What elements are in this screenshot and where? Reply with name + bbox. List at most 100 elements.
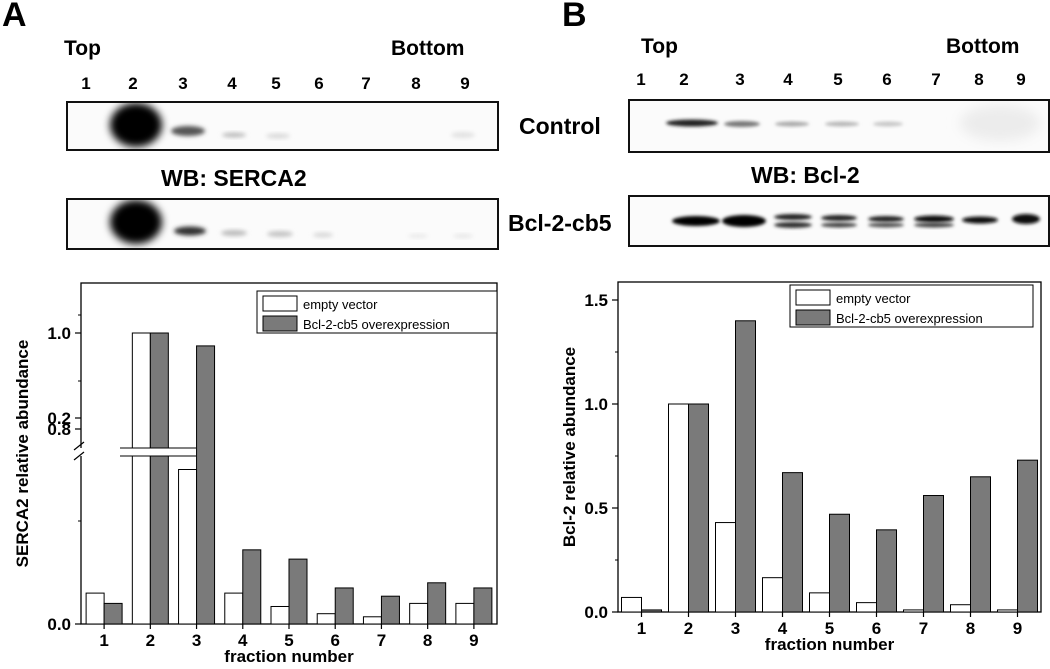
y-tick-label: 0.2 [47, 409, 71, 428]
lane-number: 4 [227, 74, 237, 93]
x-tick-label: 2 [146, 631, 155, 650]
bar-empty-vector [903, 609, 924, 613]
bar-empty-vector [316, 613, 336, 625]
x-tick-label: 3 [731, 619, 740, 638]
bar-bcl2cb5 [970, 476, 991, 613]
band [222, 132, 246, 138]
smear [960, 105, 1040, 141]
x-tick-label: 3 [192, 631, 201, 650]
bar-empty-vector [178, 469, 198, 625]
x-tick-label: 9 [469, 631, 478, 650]
panel-b-bottom-label: Bottom [946, 35, 1020, 58]
bar-bcl2cb5 [334, 587, 354, 625]
band [451, 132, 475, 138]
lane-number: 6 [882, 70, 892, 89]
axis-break-mark [73, 451, 85, 461]
chart-a: 0.0 0.20.8 1.0 1 2 3 4 5 6 7 8 9 fraction number SERC… [13, 282, 498, 666]
lane-number: 1 [636, 70, 646, 89]
bar-empty-vector [856, 602, 877, 613]
lane-number: 7 [361, 74, 371, 93]
bar-bcl2cb5 [829, 513, 850, 613]
band [775, 121, 809, 127]
bar-bcl2cb5 [427, 582, 447, 625]
x-tick-label: 7 [919, 619, 928, 638]
panel-b-wb-label: WB: Bcl-2 [751, 162, 860, 188]
x-tick-label: 1 [637, 619, 646, 638]
band [174, 226, 206, 236]
legend-swatch-empty-vector [795, 289, 831, 306]
band [672, 216, 720, 226]
x-tick-label: 5 [825, 619, 834, 638]
bar-bcl2cb5 [380, 595, 400, 625]
legend-label: Bcl-2-cb5 overexpression [836, 311, 983, 326]
x-tick-label: 8 [423, 631, 432, 650]
bar-empty-vector [950, 604, 971, 613]
band [821, 215, 857, 221]
legend-swatch-empty-vector [262, 295, 298, 312]
x-tick-label: 4 [238, 631, 248, 650]
x-tick-label: 2 [684, 619, 693, 638]
lane-number: 6 [314, 74, 324, 93]
bar-bcl2cb5 [473, 587, 493, 625]
lane-number: 4 [783, 70, 793, 89]
lane-number: 8 [974, 70, 984, 89]
band [774, 222, 812, 228]
x-axis-label: fraction number [224, 647, 354, 666]
bar-empty-vector [809, 592, 830, 613]
row-label-bcl2cb5: Bcl-2-cb5 [508, 210, 612, 236]
axis-break-gap [75, 448, 196, 456]
band [821, 222, 857, 228]
bar-bcl2cb5 [688, 403, 709, 613]
band [825, 121, 859, 127]
x-tick-label: 4 [778, 619, 788, 638]
lane-number: 5 [833, 70, 843, 89]
panel-a-blot-control [66, 101, 499, 151]
x-tick-label: 5 [284, 631, 293, 650]
row-label-control: Control [519, 113, 601, 139]
band [266, 133, 290, 139]
band [453, 234, 473, 238]
band [868, 222, 904, 228]
band [868, 216, 904, 222]
lane-number: 3 [178, 74, 188, 93]
bar-empty-vector [621, 596, 642, 613]
bar-empty-vector [409, 602, 429, 625]
bar-empty-vector [85, 592, 105, 625]
panel-a-blot-bcl2cb5-bands [110, 200, 473, 244]
x-tick-label: 6 [330, 631, 339, 650]
band [962, 216, 998, 224]
lane-number: 2 [128, 74, 138, 93]
band [1012, 214, 1040, 224]
bar-empty-vector [715, 522, 736, 613]
panel-a-blot-bcl2cb5 [66, 198, 499, 250]
bar-bcl2cb5 [103, 602, 123, 625]
lane-number: 7 [931, 70, 941, 89]
x-tick-label: 1 [99, 631, 108, 650]
panel-b-blot-control-bands [666, 105, 1040, 141]
y-tick-label: 0.5 [584, 499, 608, 518]
bar-bcl2cb5 [782, 472, 803, 613]
band [873, 121, 903, 127]
band [774, 214, 812, 220]
y-tick-label: 0.8 [47, 420, 71, 439]
bar-empty-vector [455, 602, 475, 625]
panel-a-blot-control-bands [110, 103, 475, 147]
y-axis-label: Bcl-2 relative abundance [560, 347, 579, 547]
y-tick-label: 1.5 [584, 291, 608, 310]
panel-a-letter: A [2, 0, 27, 34]
bar-bcl2cb5 [196, 345, 216, 625]
bar-empty-vector [131, 332, 151, 625]
x-tick-label: 7 [377, 631, 386, 650]
legend-label: empty vector [836, 291, 911, 306]
bar-bcl2cb5 [288, 558, 308, 625]
bar-bcl2cb5 [876, 529, 897, 613]
panel-b-blot-control [628, 99, 1050, 153]
y-tick-label: 0.0 [47, 615, 71, 634]
band [722, 215, 766, 227]
x-tick-label: 9 [1013, 619, 1022, 638]
panel-a-bottom-label: Bottom [391, 37, 465, 60]
band [914, 215, 954, 223]
lane-number: 3 [735, 70, 745, 89]
band [914, 222, 954, 228]
bar-bcl2cb5 [1017, 459, 1038, 613]
